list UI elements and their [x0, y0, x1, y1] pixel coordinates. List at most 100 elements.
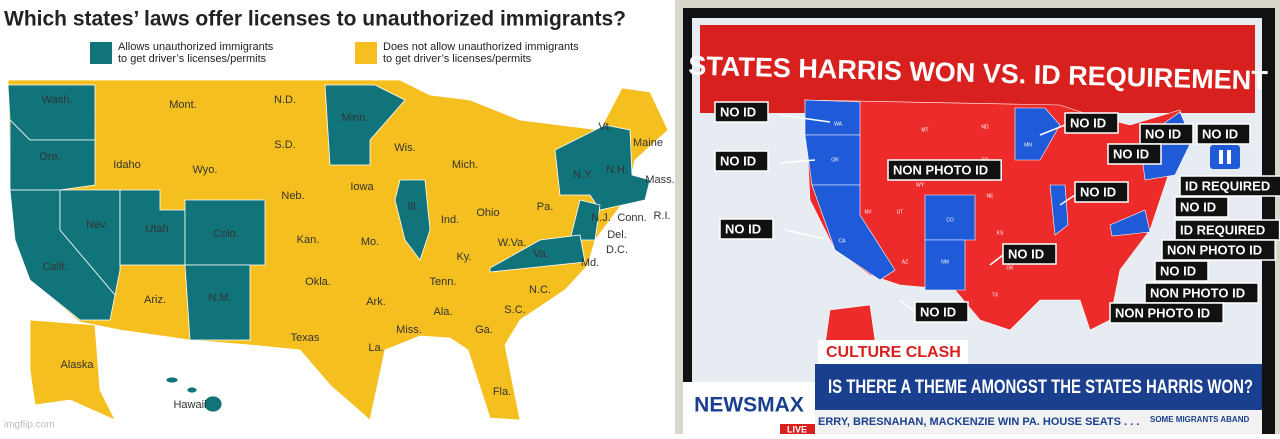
state-abbrev: ND: [981, 124, 989, 130]
state-label: Utah: [145, 223, 168, 235]
live-label: LIVE: [787, 424, 807, 434]
callout-box: [887, 159, 1002, 181]
pause-icon: [1227, 150, 1231, 164]
state-label: Wash.: [42, 94, 73, 106]
state-abbrev: KS: [997, 230, 1004, 236]
state-label: Ga.: [475, 324, 493, 336]
state-label: Ala.: [434, 306, 453, 318]
state-label: Maine: [633, 137, 663, 149]
state-shape: [1049, 184, 1069, 236]
state-shape: [165, 376, 179, 384]
callout-label: NO ID: [720, 104, 756, 119]
state-shape: [924, 194, 976, 241]
state-shape: [184, 264, 251, 341]
callout-box: [1174, 196, 1229, 218]
state-label: Idaho: [113, 159, 141, 171]
question-bar: [815, 364, 1262, 410]
state-shape: [203, 395, 223, 413]
callout-line: [779, 114, 831, 123]
header-band: [700, 25, 1255, 113]
state-shape: [554, 124, 651, 211]
state-abbrev: MT: [921, 127, 928, 133]
state-shape: [186, 386, 198, 394]
state-label: Ark.: [366, 296, 386, 308]
state-label: Ore.: [39, 151, 60, 163]
callout-label: NO ID: [1113, 146, 1149, 161]
state-label: Wyo.: [193, 164, 218, 176]
state-label: La.: [368, 342, 383, 354]
state-label: Okla.: [305, 276, 331, 288]
callout-box: [1161, 239, 1276, 261]
watermark: imgflip.com: [4, 420, 55, 431]
state-label: Del.: [607, 229, 627, 241]
state-label: Pa.: [537, 201, 554, 213]
state-abbrev: MN: [1024, 142, 1032, 148]
state-label: Ariz.: [144, 294, 166, 306]
segment-box: [818, 340, 968, 364]
callout-line: [779, 159, 816, 164]
state-label: Kan.: [297, 234, 320, 246]
legend-text: Allows unauthorized immigrants: [118, 41, 274, 53]
state-shape: [394, 179, 431, 261]
callout-box: [1107, 143, 1162, 165]
callouts: NO ID NO ID NO ID NO ID NO ID NO ID NON PHOTO …: [714, 101, 1280, 324]
state-abbrev: UT: [897, 209, 904, 215]
state-label: Texas: [291, 332, 320, 344]
state-label: Mass.: [645, 174, 674, 186]
state-shape: [184, 199, 266, 266]
state-abbrev: OR: [831, 157, 839, 163]
state-label: N.Y.: [573, 169, 593, 181]
state-abbrev: CA: [839, 238, 847, 244]
legend-swatch: [90, 42, 112, 64]
state-label: R.I.: [653, 210, 670, 222]
state-abbrev: WA: [834, 121, 843, 127]
callout-box: [1179, 175, 1280, 197]
callout-box: [1074, 181, 1129, 203]
callout-line: [1059, 194, 1076, 206]
logo: NEWSMAX: [694, 394, 804, 417]
state-label: Ohio: [476, 207, 499, 219]
state-abbrev: NV: [865, 209, 873, 215]
state-shape: [489, 234, 586, 273]
callout-box: [914, 301, 969, 323]
state-label: Mo.: [361, 236, 379, 248]
state-shape: [7, 79, 669, 421]
state-label: N.D.: [274, 94, 296, 106]
left-title: Which states’ laws offer licenses to una…: [4, 8, 626, 31]
state-abbrev: AZ: [902, 259, 908, 265]
pause-icon: [1210, 145, 1240, 169]
callout-label: NO ID: [1080, 184, 1116, 199]
state-label: N.J.: [591, 212, 611, 224]
callout-label: NON PHOTO ID: [1150, 285, 1245, 300]
legend-text: Does not allow unauthorized immigrants: [383, 41, 579, 53]
callout-box: [1154, 260, 1209, 282]
state-label: N.C.: [529, 284, 551, 296]
state-label: N.M.: [208, 292, 231, 304]
callout-label: NO ID: [1145, 126, 1181, 141]
callout-label: NO ID: [1160, 263, 1196, 278]
callout-box: [719, 218, 774, 240]
state-label: Md.: [581, 257, 599, 269]
state-shape: [59, 189, 121, 296]
state-label: Hawaii: [173, 399, 206, 411]
state-label: Wis.: [394, 142, 415, 154]
callout-label: NO ID: [1202, 126, 1238, 141]
state-label: Va.: [533, 248, 549, 260]
callout-box: [714, 150, 769, 172]
state-label: Fla.: [493, 386, 511, 398]
callout-line: [784, 229, 831, 241]
callout-line: [989, 254, 1004, 266]
callout-box: [1109, 302, 1224, 324]
state-shape: [569, 199, 601, 241]
ticker-bar: [815, 410, 1262, 434]
state-label: Alaska: [60, 359, 94, 371]
callout-label: NO ID: [1070, 115, 1106, 130]
callout-box: [1139, 123, 1194, 145]
callout-label: NO ID: [920, 304, 956, 319]
state-label: Ill.: [408, 201, 419, 213]
live-box: [780, 424, 815, 434]
state-abbrev: NM: [941, 259, 949, 265]
callout-box: [1002, 243, 1057, 265]
callout-label: ID REQUIRED: [1185, 178, 1270, 193]
